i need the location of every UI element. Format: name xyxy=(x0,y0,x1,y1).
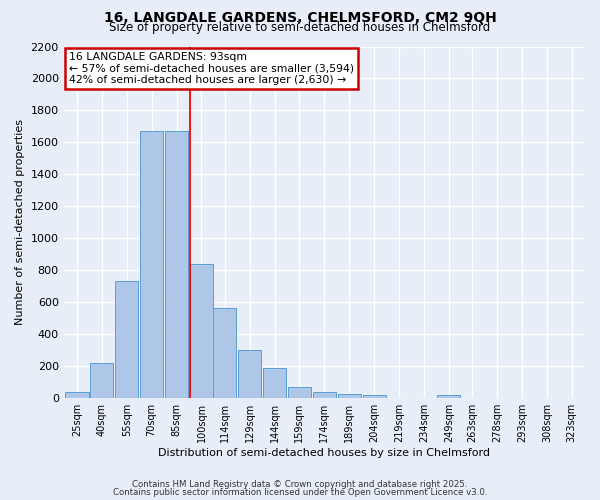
Bar xyxy=(165,131,188,398)
Bar xyxy=(238,350,261,398)
Bar xyxy=(140,131,163,398)
Text: 16, LANGDALE GARDENS, CHELMSFORD, CM2 9QH: 16, LANGDALE GARDENS, CHELMSFORD, CM2 9Q… xyxy=(104,11,496,25)
Bar xyxy=(90,362,113,398)
Bar xyxy=(263,368,286,398)
Bar xyxy=(115,281,139,398)
Text: Contains HM Land Registry data © Crown copyright and database right 2025.: Contains HM Land Registry data © Crown c… xyxy=(132,480,468,489)
Bar xyxy=(437,396,460,398)
Text: 16 LANGDALE GARDENS: 93sqm
← 57% of semi-detached houses are smaller (3,594)
42%: 16 LANGDALE GARDENS: 93sqm ← 57% of semi… xyxy=(69,52,354,85)
Bar xyxy=(313,392,336,398)
Bar xyxy=(362,394,386,398)
Bar xyxy=(65,392,89,398)
Text: Contains public sector information licensed under the Open Government Licence v3: Contains public sector information licen… xyxy=(113,488,487,497)
Text: Size of property relative to semi-detached houses in Chelmsford: Size of property relative to semi-detach… xyxy=(109,22,491,35)
Bar xyxy=(190,264,213,398)
Bar xyxy=(288,388,311,398)
X-axis label: Distribution of semi-detached houses by size in Chelmsford: Distribution of semi-detached houses by … xyxy=(158,448,490,458)
Y-axis label: Number of semi-detached properties: Number of semi-detached properties xyxy=(15,119,25,325)
Bar xyxy=(213,308,236,398)
Bar xyxy=(338,394,361,398)
